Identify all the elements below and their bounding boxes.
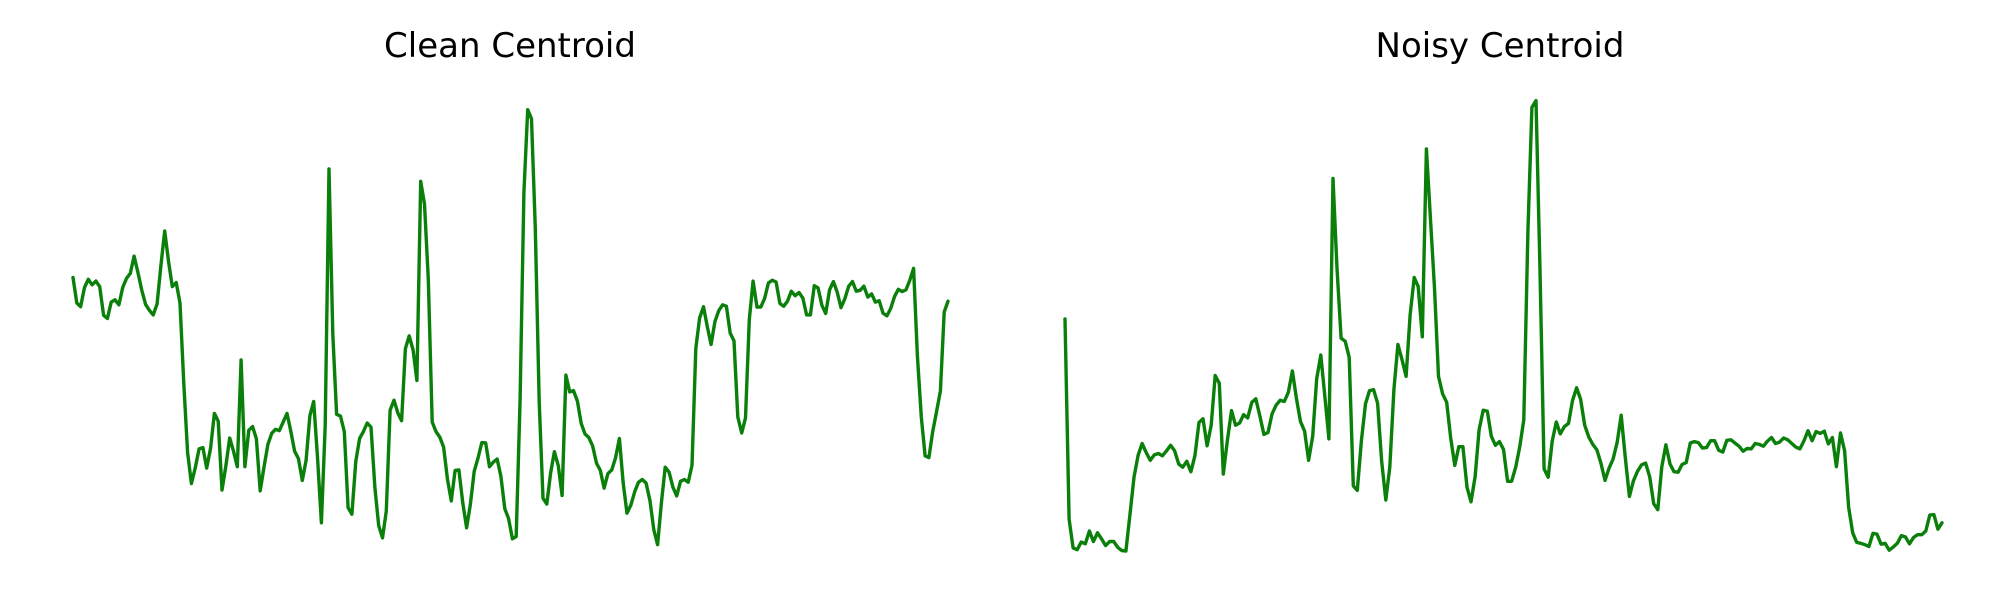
series-line	[1063, 98, 1944, 553]
chart-title: Noisy Centroid	[1376, 26, 1625, 66]
chart-title: Clean Centroid	[384, 26, 636, 66]
chart-noisy-centroid: Noisy Centroid	[1063, 26, 1944, 553]
series-line	[71, 108, 950, 547]
chart-clean-centroid: Clean Centroid	[71, 26, 950, 547]
